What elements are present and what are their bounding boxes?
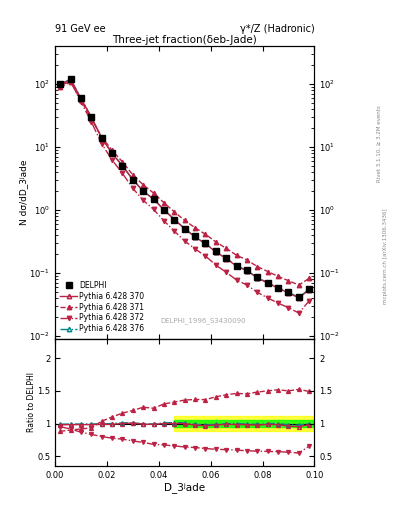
Text: γ*/Z (Hadronic): γ*/Z (Hadronic)	[240, 24, 314, 34]
Text: Rivet 3.1.10, ≥ 3.2M events: Rivet 3.1.10, ≥ 3.2M events	[377, 105, 382, 182]
X-axis label: D_3ʲade: D_3ʲade	[164, 482, 205, 494]
Text: DELPHI_1996_S3430090: DELPHI_1996_S3430090	[160, 317, 246, 324]
Text: mcplots.cern.ch [arXiv:1306.3436]: mcplots.cern.ch [arXiv:1306.3436]	[383, 208, 387, 304]
Y-axis label: Ratio to DELPHI: Ratio to DELPHI	[27, 372, 36, 432]
Text: 91 GeV ee: 91 GeV ee	[55, 24, 106, 34]
Legend: DELPHI, Pythia 6.428 370, Pythia 6.428 371, Pythia 6.428 372, Pythia 6.428 376: DELPHI, Pythia 6.428 370, Pythia 6.428 3…	[59, 279, 146, 335]
Y-axis label: N dσ/dD_3ʲade: N dσ/dD_3ʲade	[19, 160, 28, 225]
Title: Three-jet fraction(δeb-Jade): Three-jet fraction(δeb-Jade)	[112, 35, 257, 45]
